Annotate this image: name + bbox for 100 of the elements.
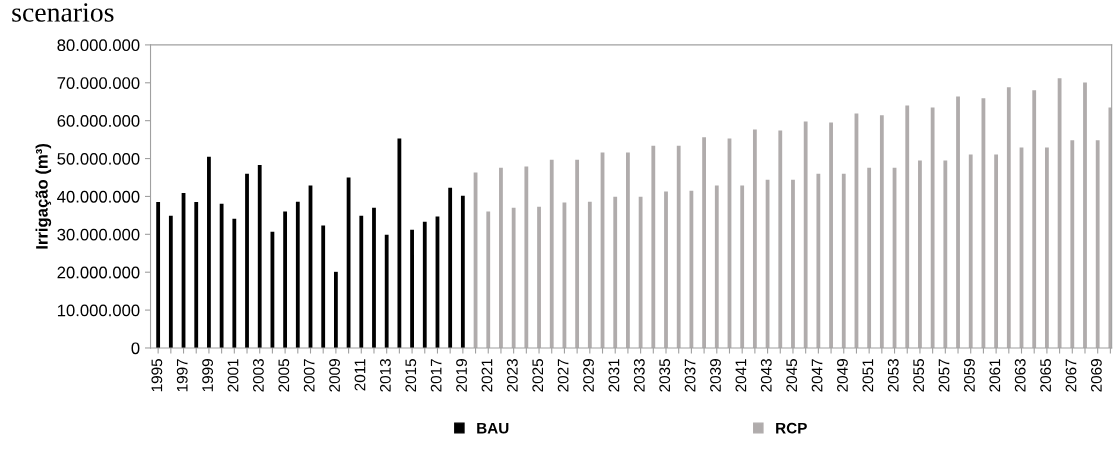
y-tick-label: 30.000.000 <box>57 228 140 241</box>
x-tick-label: 2003 <box>253 359 264 392</box>
x-tick-label: 2057 <box>938 359 950 392</box>
legend-label: RCP <box>776 422 807 434</box>
bar <box>168 215 173 348</box>
bar <box>689 190 694 348</box>
x-tick-label: 2007 <box>303 359 315 392</box>
x-tick-label: 2041 <box>735 359 747 392</box>
bar <box>295 201 300 348</box>
bar <box>1032 90 1037 348</box>
x-tick-label: 2029 <box>583 359 594 392</box>
x-tick-label: 2065 <box>1040 359 1051 392</box>
bar <box>1083 82 1087 348</box>
bar <box>1095 140 1100 348</box>
bar <box>499 167 503 348</box>
y-tick-label: 50.000.000 <box>57 152 140 165</box>
x-tick-label: 2031 <box>608 359 620 392</box>
bar <box>943 160 948 348</box>
bar <box>410 229 414 348</box>
x-tick-label: 1995 <box>151 359 163 392</box>
x-tick-label: 2069 <box>1090 359 1102 392</box>
bar <box>156 202 161 348</box>
bar <box>994 154 999 348</box>
bar <box>778 130 783 348</box>
bar <box>524 166 529 348</box>
x-tick-label: 2027 <box>557 359 569 392</box>
x-tick-label: 2011 <box>354 359 366 391</box>
bar <box>918 160 922 348</box>
bar <box>1070 140 1075 348</box>
x-tick-label: 2047 <box>811 359 823 392</box>
x-tick-label: 2005 <box>278 359 290 392</box>
legend-label: BAU <box>477 422 509 434</box>
bar <box>930 107 935 348</box>
bar <box>905 105 910 348</box>
bar <box>333 271 338 348</box>
x-tick-label: 2033 <box>633 359 645 392</box>
bar <box>587 201 592 348</box>
y-tick-label: 0 <box>131 342 140 355</box>
x-tick-label: 1997 <box>176 359 188 392</box>
x-tick-label: 2017 <box>430 359 442 392</box>
bar <box>1108 107 1112 348</box>
bar <box>372 207 376 348</box>
bar <box>397 138 402 348</box>
y-tick-label: 70.000.000 <box>57 77 140 89</box>
bar <box>613 196 618 348</box>
bar <box>1057 78 1062 348</box>
bar <box>194 202 199 348</box>
bar <box>486 211 491 348</box>
x-tick-label: 2063 <box>1014 359 1026 392</box>
bar <box>841 173 846 348</box>
bar <box>702 137 706 348</box>
y-tick-label: 40.000.000 <box>57 190 140 203</box>
x-tick-label: 2055 <box>913 359 925 392</box>
x-tick-label: 2043 <box>760 359 772 392</box>
bar <box>968 154 973 348</box>
y-tick-label: 60.000.000 <box>57 115 140 127</box>
bar <box>638 196 643 348</box>
x-tick-label: 2023 <box>506 359 518 392</box>
bar <box>384 234 389 348</box>
x-tick-label: 2051 <box>862 359 874 392</box>
bar <box>752 129 757 348</box>
x-tick-label: 2053 <box>887 359 899 392</box>
x-tick-label: 2035 <box>659 359 671 392</box>
bar <box>219 203 224 348</box>
x-tick-label: 1999 <box>202 359 214 392</box>
bar <box>664 191 668 348</box>
x-tick-label: 2061 <box>989 359 1001 392</box>
x-tick-label: 2049 <box>837 359 848 392</box>
bar <box>460 195 465 348</box>
bar <box>359 215 364 348</box>
x-tick-label: 2039 <box>710 359 721 392</box>
bar <box>651 145 656 348</box>
bar <box>956 96 960 348</box>
y-tick-label: 80.000.000 <box>57 39 140 52</box>
bar <box>867 167 872 348</box>
x-tick-label: 2067 <box>1065 359 1077 392</box>
bar <box>791 179 795 348</box>
x-tick-label: 2025 <box>532 359 544 392</box>
bar <box>448 187 453 348</box>
bar <box>1045 147 1049 348</box>
bar <box>803 121 808 348</box>
x-tick-label: 2037 <box>684 359 696 392</box>
bar <box>829 122 833 348</box>
bar <box>676 145 681 348</box>
bar <box>257 164 262 348</box>
bar <box>816 173 821 348</box>
bar <box>207 156 211 348</box>
bar <box>714 185 719 348</box>
bar <box>283 211 288 348</box>
x-tick-label: 2021 <box>481 359 493 392</box>
y-axis-title: Irrigação (m³) <box>35 144 52 249</box>
bar <box>626 152 630 348</box>
bar <box>321 225 326 348</box>
bar <box>879 115 884 348</box>
x-tick-label: 2013 <box>379 359 391 392</box>
x-tick-label: 2045 <box>786 359 798 392</box>
bar <box>422 221 427 348</box>
bar <box>537 206 541 348</box>
x-tick-label: 2001 <box>227 359 239 392</box>
bar <box>1006 87 1011 348</box>
